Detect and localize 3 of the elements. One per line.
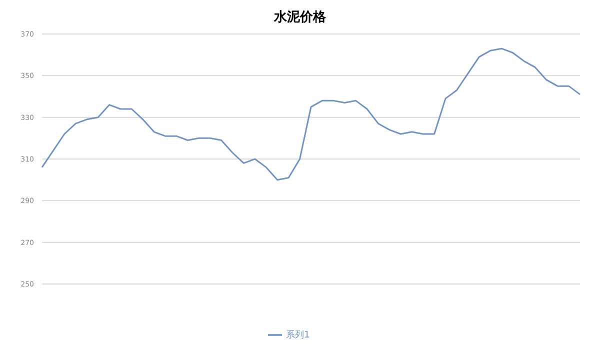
legend-label: 系列1 xyxy=(286,330,310,340)
line-series xyxy=(41,48,581,181)
chart-title: 水泥价格 xyxy=(272,9,327,26)
